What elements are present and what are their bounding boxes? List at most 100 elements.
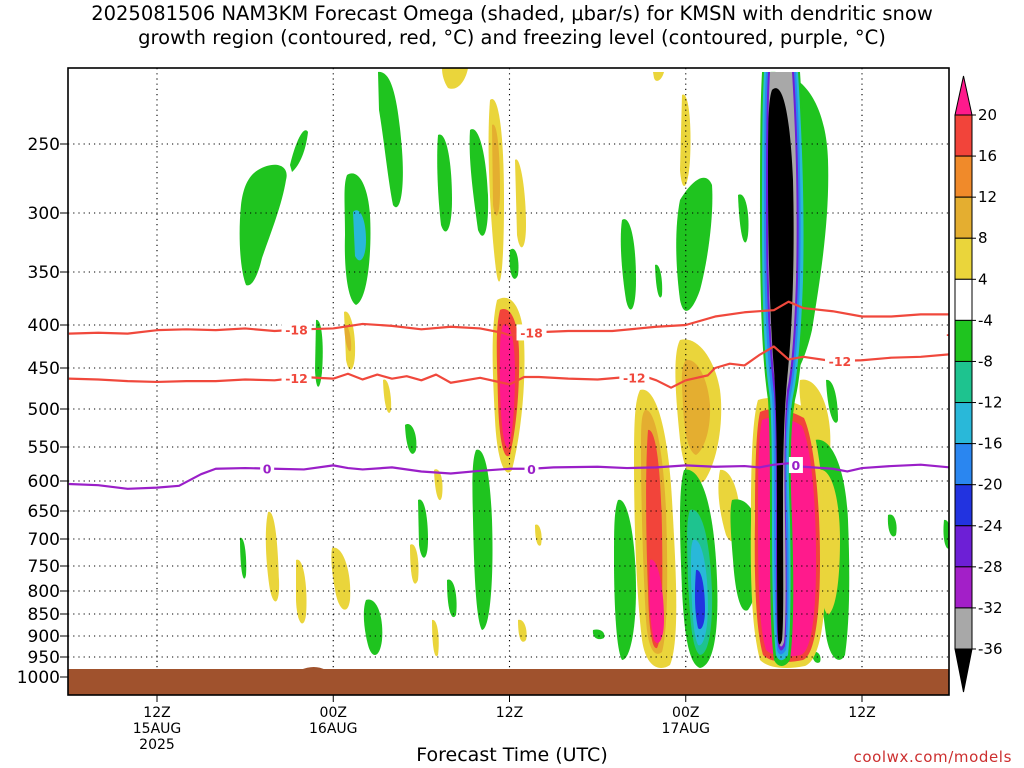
colorbar-tick-label: -4 bbox=[978, 311, 993, 329]
contour-label: -12 bbox=[829, 354, 852, 369]
x-tick-label: 2025 bbox=[139, 737, 175, 753]
x-tick-label: 00Z bbox=[320, 705, 347, 721]
y-tick-label: 900 bbox=[28, 627, 60, 647]
omega-area bbox=[887, 514, 897, 537]
omega-area bbox=[499, 324, 515, 448]
colorbar-tick-label: -20 bbox=[978, 476, 1003, 494]
contour-label: -12 bbox=[623, 370, 646, 385]
x-tick-label: 16AUG bbox=[309, 721, 358, 737]
colorbar-tick-label: -28 bbox=[978, 558, 1003, 576]
omega-area bbox=[447, 579, 457, 618]
omega-area bbox=[363, 599, 383, 656]
omega-area bbox=[943, 519, 949, 549]
y-tick-label: 650 bbox=[28, 502, 60, 522]
contour-label-background bbox=[824, 352, 855, 369]
y-tick-label: 800 bbox=[28, 582, 60, 602]
omega-area bbox=[472, 449, 493, 630]
contour-label-background bbox=[788, 457, 803, 474]
omega-area bbox=[353, 210, 366, 261]
contour-line bbox=[68, 462, 949, 490]
grid bbox=[68, 68, 949, 695]
omega-area bbox=[265, 511, 280, 602]
omega-area bbox=[826, 379, 838, 423]
ground-surface bbox=[300, 667, 326, 670]
omega-area bbox=[649, 559, 664, 644]
colorbar-tick-label: 8 bbox=[978, 229, 988, 247]
omega-area bbox=[492, 124, 500, 216]
x-tick-label: 12Z bbox=[848, 705, 875, 721]
contour-label: 0 bbox=[792, 458, 801, 473]
omega-area bbox=[378, 71, 403, 208]
y-tick-label: 450 bbox=[28, 359, 60, 379]
omega-area bbox=[410, 544, 419, 584]
y-tick-label: 400 bbox=[28, 316, 60, 336]
contour-label-background bbox=[281, 369, 312, 386]
colorbar-level bbox=[954, 607, 973, 650]
omega-area bbox=[418, 499, 428, 558]
colorbar-tick-label: -24 bbox=[978, 517, 1003, 535]
contour-label: 0 bbox=[527, 462, 536, 477]
omega-area bbox=[290, 130, 308, 172]
omega-area bbox=[518, 619, 527, 642]
colorbar-level bbox=[954, 402, 973, 445]
contour-label: -18 bbox=[285, 323, 308, 338]
colorbar-level bbox=[954, 278, 973, 321]
omega-area bbox=[240, 537, 247, 579]
colorbar-level bbox=[954, 319, 973, 362]
colorbar-tick-label: -32 bbox=[978, 599, 1003, 617]
omega-area bbox=[469, 129, 489, 236]
y-tick-label: 550 bbox=[28, 438, 60, 458]
colorbar-level bbox=[954, 525, 973, 568]
colorbar-tick-label: 4 bbox=[978, 270, 988, 288]
contour-line bbox=[68, 300, 949, 337]
chart-title-line-2: growth region (contoured, red, °C) and f… bbox=[138, 26, 886, 49]
y-axis: 2503003504004505005506006507007508008509… bbox=[17, 135, 68, 688]
omega-area bbox=[383, 379, 392, 413]
omega-area bbox=[653, 72, 664, 81]
colorbar-level bbox=[954, 360, 973, 404]
contour-label-background bbox=[260, 460, 275, 477]
omega-area bbox=[681, 359, 711, 455]
contour-label-background bbox=[619, 369, 650, 386]
colorbar-tick-label: 12 bbox=[978, 188, 997, 206]
y-tick-label: 600 bbox=[28, 472, 60, 492]
omega-area bbox=[738, 194, 749, 243]
omega-area bbox=[405, 424, 417, 454]
colorbar-tick-label: -8 bbox=[978, 352, 993, 370]
omega-area bbox=[331, 547, 351, 610]
colorbar-tick-label: -16 bbox=[978, 435, 1003, 453]
omega-area bbox=[592, 629, 605, 640]
omega-area bbox=[296, 559, 307, 624]
omega-area bbox=[655, 264, 663, 298]
x-tick-label: 12Z bbox=[143, 705, 170, 721]
omega-area bbox=[676, 177, 713, 311]
contour-label: -12 bbox=[285, 371, 308, 386]
colorbar-level bbox=[954, 237, 973, 280]
x-tick-label: 17AUG bbox=[662, 721, 711, 737]
x-tick-label: 00Z bbox=[672, 705, 699, 721]
omega-area bbox=[434, 469, 443, 501]
omega-area bbox=[768, 88, 794, 645]
colorbar-level bbox=[954, 566, 973, 609]
y-tick-label: 950 bbox=[28, 648, 60, 668]
omega-area bbox=[515, 159, 526, 248]
y-tick-label: 500 bbox=[28, 400, 60, 420]
contour-label-background bbox=[281, 321, 312, 338]
colorbar-level bbox=[954, 196, 973, 239]
omega-area bbox=[239, 164, 287, 286]
colorbar-tick-label: -36 bbox=[978, 640, 1003, 658]
omega-area bbox=[620, 219, 636, 310]
x-tick-label: 12Z bbox=[496, 705, 523, 721]
y-tick-label: 350 bbox=[28, 263, 60, 283]
colorbar-level bbox=[954, 443, 973, 486]
chart-title-line-1: 2025081506 NAM3KM Forecast Omega (shaded… bbox=[91, 2, 933, 25]
colorbar-level bbox=[954, 114, 973, 157]
colorbar: 20 16 12 8 4 -4 -8 -12 -16 -20 -24 -28 -32 -36 bbox=[954, 75, 1003, 693]
y-tick-label: 250 bbox=[28, 135, 60, 155]
contour-label-background bbox=[942, 325, 949, 342]
credit-text: coolwx.com/models bbox=[853, 748, 1012, 766]
chart-title: 2025081506 NAM3KM Forecast Omega (shaded… bbox=[0, 2, 1024, 50]
y-tick-label: 750 bbox=[28, 557, 60, 577]
colorbar-tick-label: -12 bbox=[978, 394, 1003, 412]
